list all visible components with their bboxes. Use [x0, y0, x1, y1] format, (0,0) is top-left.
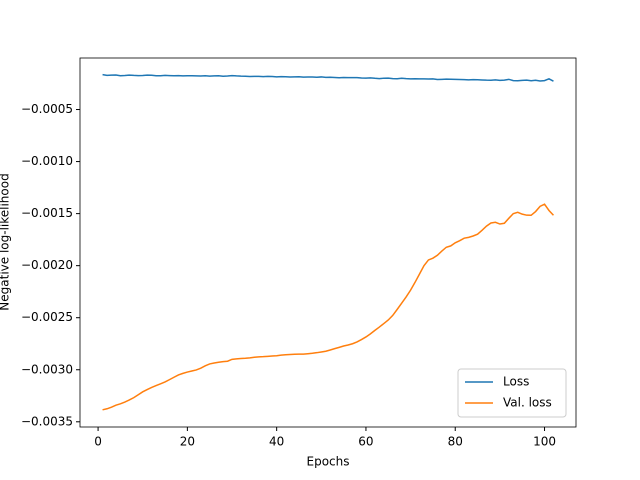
x-tick-label: 0	[94, 435, 102, 449]
y-tick-label: −0.0010	[21, 154, 73, 168]
y-axis-label: Negative log-likelihood	[0, 173, 12, 310]
x-tick-label: 100	[533, 435, 556, 449]
series-line	[102, 203, 554, 411]
x-tick-label: 80	[448, 435, 463, 449]
x-axis-label: Epochs	[307, 455, 350, 469]
y-tick-label: −0.0030	[21, 362, 73, 376]
series-line	[102, 73, 554, 82]
legend-label: Loss	[503, 375, 529, 389]
plot-frame	[79, 57, 577, 428]
legend-box	[457, 368, 567, 418]
y-tick-label: −0.0005	[21, 102, 73, 116]
y-tick-label: −0.0015	[21, 206, 73, 220]
legend-label: Val. loss	[503, 396, 552, 410]
y-tick-label: −0.0020	[21, 258, 73, 272]
x-tick-label: 60	[358, 435, 373, 449]
y-tick-label: −0.0025	[21, 310, 73, 324]
y-tick-label: −0.0035	[21, 414, 73, 428]
x-tick-label: 40	[269, 435, 284, 449]
x-tick-label: 20	[180, 435, 195, 449]
